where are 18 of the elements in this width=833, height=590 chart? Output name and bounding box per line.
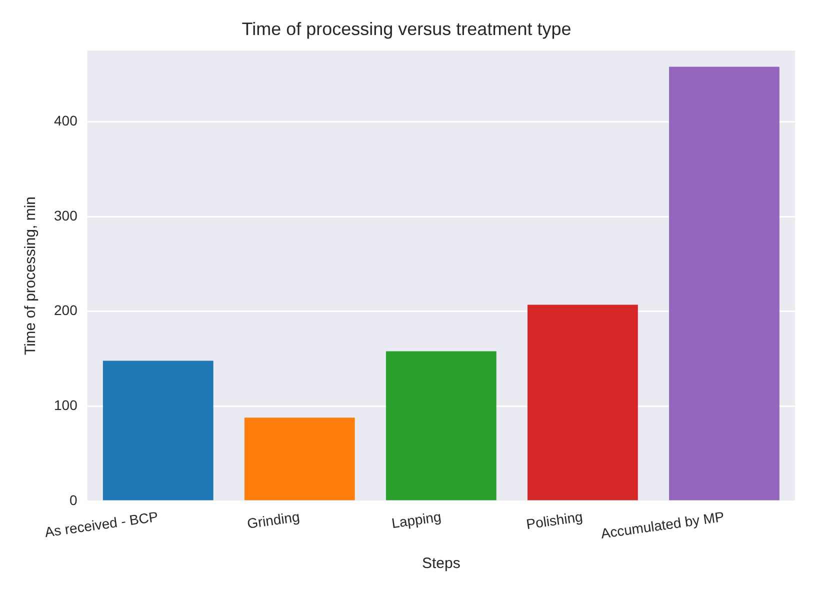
x-tick-label: As received - BCP: [44, 508, 160, 540]
bar: [386, 351, 496, 500]
y-tick-label: 0: [70, 492, 78, 508]
x-axis-title: Steps: [422, 555, 460, 572]
bar: [102, 360, 214, 500]
y-tick-label: 200: [54, 302, 78, 318]
x-tick-label: Grinding: [246, 508, 301, 532]
y-tick-label: 300: [54, 207, 78, 224]
bar: [244, 418, 355, 500]
bar: [528, 304, 638, 500]
x-tick-label: Lapping: [390, 508, 442, 532]
y-tick-label: 400: [54, 112, 78, 129]
x-tick-label: Polishing: [525, 508, 584, 532]
y-tick-label: 100: [54, 397, 78, 414]
x-tick-label: Accumulated by MP: [600, 508, 726, 542]
chart-title: Time of processing versus treatment type: [242, 18, 572, 39]
bar: [669, 66, 780, 500]
y-axis-title: Time of processing, min: [22, 196, 40, 356]
